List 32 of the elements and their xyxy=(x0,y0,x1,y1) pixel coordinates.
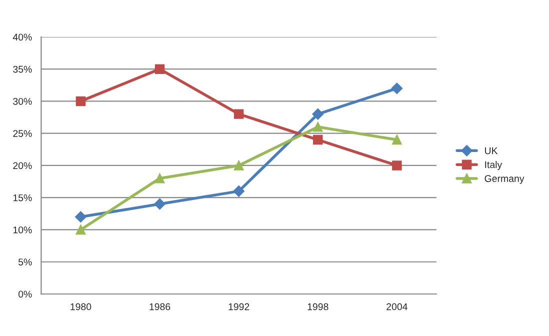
x-tick-label: 1992 xyxy=(228,303,250,310)
legend-label: UK xyxy=(485,147,498,154)
point xyxy=(75,211,86,222)
x-tick-label: 2004 xyxy=(386,303,408,310)
point xyxy=(312,108,324,120)
y-tick-label: 5% xyxy=(18,258,32,266)
point xyxy=(313,134,323,145)
point xyxy=(234,109,244,119)
x-tick-label: 1980 xyxy=(70,303,92,310)
y-tick-label: 35% xyxy=(13,66,32,73)
y-tick-label: 10% xyxy=(13,226,32,234)
point xyxy=(233,186,244,197)
y-tick-label: 30% xyxy=(13,98,32,105)
point xyxy=(392,134,402,145)
y-tick-label: 20% xyxy=(13,162,32,170)
y-tick-label: 25% xyxy=(13,130,32,137)
y-tick-label: 15% xyxy=(13,194,32,202)
point xyxy=(234,160,244,170)
legend-label: Italy xyxy=(485,160,502,170)
point xyxy=(76,96,86,106)
point xyxy=(154,173,165,184)
x-tick-label: 1998 xyxy=(308,303,328,310)
point xyxy=(313,122,323,132)
point xyxy=(391,82,403,94)
legend-label: Germany xyxy=(484,175,524,184)
point xyxy=(154,64,165,74)
point xyxy=(154,198,166,210)
x-tick-label: 1986 xyxy=(150,303,170,310)
y-tick-label: 40% xyxy=(12,34,32,41)
point xyxy=(76,224,86,235)
point xyxy=(392,160,402,170)
y-tick-label: 0% xyxy=(18,290,32,298)
